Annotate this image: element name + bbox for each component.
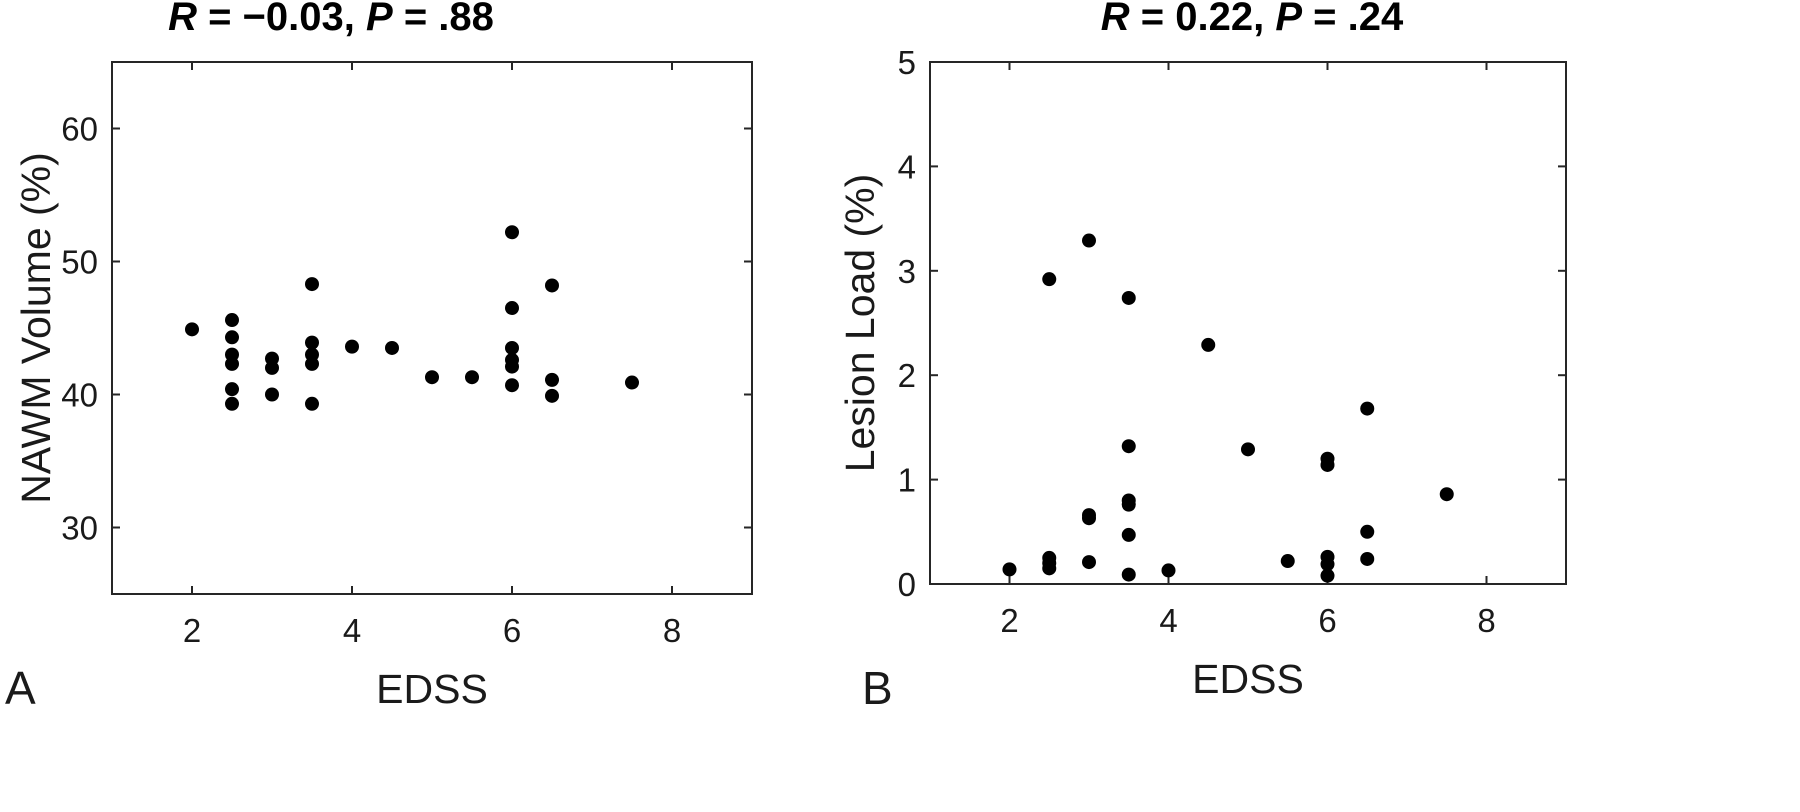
panel-a-data-point bbox=[265, 387, 279, 402]
panel-b-x-tick-label: 8 bbox=[1477, 602, 1495, 639]
panel-b-r-symbol: R bbox=[1101, 0, 1130, 39]
panel-b-r-value: = 0.22, bbox=[1130, 0, 1276, 39]
panel-b-x-axis-label: EDSS bbox=[1192, 656, 1304, 702]
panel-b-data-point bbox=[1042, 272, 1057, 287]
panel-b-data-point bbox=[1082, 233, 1096, 248]
panel-a: R = −0.03, P = .88 2 4 6 8 30 40 50 60 EDSS NAW… bbox=[5, 0, 753, 714]
panel-a-data-point bbox=[225, 356, 239, 371]
panel-a-x-tick-label: 4 bbox=[343, 612, 361, 649]
panel-b-x-tick-label: 6 bbox=[1318, 602, 1336, 639]
panel-a-data-point bbox=[225, 382, 239, 397]
panel-b-data-point bbox=[1320, 568, 1335, 583]
panel-a-data-point bbox=[225, 313, 239, 328]
panel-a-y-axis-label: NAWM Volume (%) bbox=[13, 152, 59, 504]
panel-a-x-axis-label: EDSS bbox=[376, 666, 488, 712]
panel-a-r-symbol: R bbox=[168, 0, 197, 39]
panel-a-r-value: = −0.03, bbox=[197, 0, 366, 39]
panel-b-y-tick-label: 3 bbox=[898, 253, 916, 290]
panel-b-y-tick-label: 0 bbox=[898, 566, 916, 603]
panel-b-y-tick-label: 5 bbox=[898, 44, 916, 81]
panel-b-data-point bbox=[1082, 511, 1096, 526]
panel-b-p-value: = .24 bbox=[1302, 0, 1404, 39]
panel-a-data-point bbox=[545, 278, 559, 293]
panel-a-x-tick-label: 6 bbox=[503, 612, 521, 649]
panel-a-data-point bbox=[625, 375, 639, 390]
panel-b-data-point bbox=[1201, 337, 1216, 352]
panel-b-y-tick-label: 2 bbox=[898, 357, 916, 394]
panel-b-y-axis-label: Lesion Load (%) bbox=[837, 174, 883, 473]
panel-a-data-point bbox=[545, 388, 559, 403]
panel-a-data-point bbox=[505, 359, 519, 374]
panel-a-data-point bbox=[505, 340, 519, 355]
panel-b-data-point bbox=[1121, 567, 1136, 582]
panel-a-data-point bbox=[225, 396, 239, 411]
panel-a-data-point bbox=[505, 225, 519, 240]
panel-a-data-point bbox=[305, 335, 319, 350]
panel-b-data-point bbox=[1360, 551, 1375, 566]
panel-b-x-tick-label: 2 bbox=[1000, 602, 1018, 639]
panel-b-letter: B bbox=[862, 662, 893, 714]
panel-b-data-point bbox=[1320, 457, 1335, 472]
panel-a-letter: A bbox=[5, 662, 36, 714]
panel-a-data-point bbox=[305, 277, 319, 292]
panel-a-p-value: = .88 bbox=[393, 0, 494, 39]
panel-a-y-tick-label: 40 bbox=[61, 377, 98, 414]
panel-a-data-point bbox=[305, 356, 319, 371]
panel-b-data-point bbox=[1121, 439, 1136, 454]
panel-a-ticks: 2 4 6 8 30 40 50 60 bbox=[61, 62, 752, 649]
panel-b-data-point bbox=[1121, 290, 1136, 305]
panel-a-data-point bbox=[505, 301, 519, 316]
panel-b-p-symbol: P bbox=[1275, 0, 1302, 39]
panel-b-data-point bbox=[1121, 527, 1136, 542]
panel-b-data-point bbox=[1280, 554, 1295, 569]
panel-b-data-point bbox=[1121, 497, 1136, 512]
panel-b-data-point bbox=[1439, 487, 1454, 502]
panel-a-data-point bbox=[385, 340, 399, 355]
panel-b-plot-frame bbox=[929, 61, 1567, 585]
panel-b-data-point bbox=[1360, 401, 1375, 416]
panel-b-data-point bbox=[1002, 562, 1017, 577]
panel-a-p-symbol: P bbox=[366, 0, 393, 39]
panel-a-data-point bbox=[265, 360, 279, 375]
panel-b-points bbox=[1002, 233, 1454, 583]
panel-b-y-tick-label: 4 bbox=[898, 148, 916, 185]
panel-a-x-tick-label: 8 bbox=[663, 612, 681, 649]
panel-b-data-point bbox=[1241, 442, 1255, 457]
panel-a-data-point bbox=[425, 370, 439, 385]
panel-a-y-tick-label: 50 bbox=[61, 244, 98, 281]
panel-b-data-point bbox=[1082, 555, 1096, 570]
panel-b-data-point bbox=[1360, 524, 1375, 539]
panel-a-plot-frame bbox=[111, 61, 753, 595]
panel-a-data-point bbox=[225, 330, 239, 345]
panel-a-y-tick-label: 30 bbox=[61, 510, 98, 547]
panel-a-title: R = −0.03, P = .88 bbox=[168, 0, 494, 39]
panel-a-data-point bbox=[185, 322, 199, 337]
panel-b-data-point bbox=[1161, 563, 1176, 578]
panel-a-data-point bbox=[305, 396, 319, 411]
panel-b-ticks: 2 4 6 8 0 1 2 3 4 5 bbox=[898, 44, 1566, 639]
panel-a-data-point bbox=[505, 378, 519, 393]
panel-a-x-tick-label: 2 bbox=[183, 612, 201, 649]
panel-b: R = 0.22, P = .24 2 4 6 8 0 1 2 3 4 5 EDSS Lesion… bbox=[837, 0, 1567, 714]
panel-b-data-point bbox=[1320, 557, 1335, 572]
panel-b-data-point bbox=[1042, 561, 1057, 576]
panel-a-points bbox=[185, 225, 639, 411]
panel-b-y-tick-label: 1 bbox=[898, 462, 916, 499]
panel-a-data-point bbox=[465, 370, 479, 385]
panel-b-x-tick-label: 4 bbox=[1159, 602, 1177, 639]
panel-a-data-point bbox=[545, 372, 559, 387]
panel-a-data-point bbox=[345, 339, 359, 354]
panel-a-y-tick-label: 60 bbox=[61, 111, 98, 148]
panel-b-title: R = 0.22, P = .24 bbox=[1101, 0, 1404, 39]
